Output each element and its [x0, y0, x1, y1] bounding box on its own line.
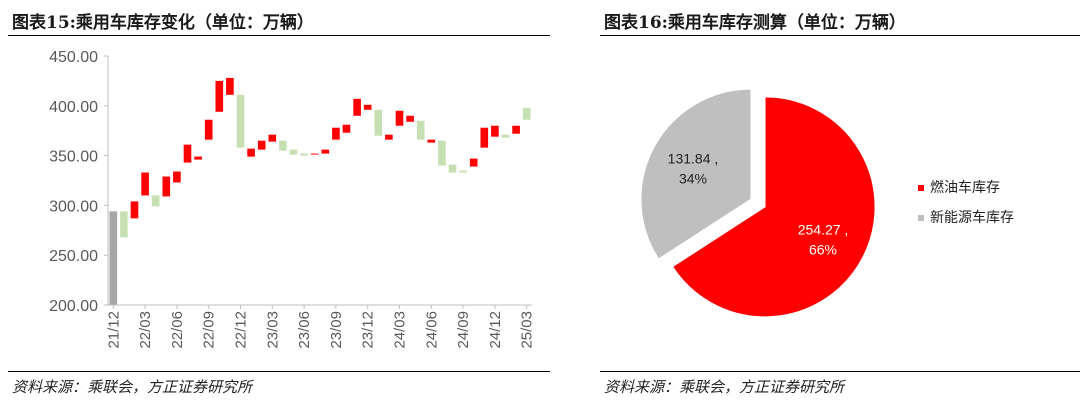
y-tick-label: 450.00 — [49, 49, 98, 66]
x-tick-label: 24/03 — [392, 311, 409, 349]
bars — [109, 77, 531, 305]
waterfall-bar — [183, 144, 192, 163]
waterfall-bar — [395, 110, 404, 126]
legend-swatch — [918, 215, 924, 221]
waterfall-bar — [406, 115, 414, 122]
legend-label: 燃油车库存 — [930, 179, 1000, 196]
waterfall-bar — [226, 77, 234, 95]
pie-slices — [640, 88, 876, 318]
waterfall-bar — [215, 80, 224, 112]
x-tick-label: 23/06 — [296, 311, 313, 349]
y-axis: 200.00 250.00 300.00 350.00 400.00 450.00 — [49, 49, 109, 315]
waterfall-bar — [279, 140, 287, 151]
waterfall-bar — [236, 94, 245, 148]
x-tick-label: 22/06 — [169, 311, 186, 349]
waterfall-bar — [459, 170, 467, 173]
waterfall-bar — [151, 195, 160, 207]
x-tick-label: 22/03 — [137, 311, 154, 349]
waterfall-bar — [512, 125, 520, 134]
waterfall-bar — [501, 134, 510, 138]
pie-labels: 254.27 , 66% 131.84 , 34% — [668, 151, 849, 258]
title-rule — [600, 35, 1080, 36]
waterfall-bar — [480, 127, 489, 148]
x-tick-label: 24/12 — [487, 311, 504, 349]
slice-pct-label: 66% — [809, 241, 837, 257]
waterfall-chart: 200.00 250.00 300.00 350.00 400.00 450.00 21/… — [49, 49, 536, 349]
y-tick-label: 250.00 — [49, 248, 98, 265]
x-tick-label: 23/09 — [328, 311, 345, 349]
waterfall-bar — [427, 139, 436, 143]
source-note: 资料来源：乘联会，方正证券研究所 — [604, 378, 845, 396]
slice-value-label: 131.84 , — [668, 151, 719, 167]
waterfall-bar — [374, 109, 383, 136]
source-note: 资料来源：乘联会，方正证券研究所 — [12, 378, 253, 396]
x-tick-label: 23/03 — [264, 311, 281, 349]
legend-label: 新能源车库存 — [930, 209, 1014, 226]
waterfall-bar — [194, 156, 202, 160]
waterfall-bar — [120, 211, 128, 238]
x-axis: 21/12 22/03 22/06 22/09 22/12 23/03 23/06 23/09… — [105, 304, 536, 349]
waterfall-bar — [141, 172, 149, 196]
slice-value-label: 254.27 , — [798, 221, 849, 237]
x-tick-label: 23/12 — [360, 311, 377, 349]
waterfall-bar — [363, 104, 372, 110]
y-tick-label: 300.00 — [49, 198, 98, 215]
waterfall-bar — [173, 171, 181, 183]
waterfall-bar — [522, 107, 531, 120]
y-tick-label: 200.00 — [49, 298, 98, 315]
x-tick-label: 21/12 — [105, 311, 122, 349]
waterfall-bar — [310, 153, 319, 155]
x-tick-label: 22/12 — [233, 311, 250, 349]
waterfall-bar — [257, 140, 266, 150]
waterfall-bar — [469, 158, 478, 167]
inventory-estimate-panel: 图表16:乘用车库存测算（单位：万辆） 254.27 , 66% 131.84 , 3… — [592, 0, 1080, 405]
waterfall-bar — [162, 176, 171, 197]
waterfall-bar — [109, 211, 118, 305]
x-tick-label: 24/09 — [455, 311, 472, 349]
x-tick-label: 25/03 — [519, 311, 536, 349]
chart-title: 图表15:乘用车库存变化（单位：万辆） — [12, 13, 314, 33]
x-tick-label: 22/09 — [201, 311, 218, 349]
pie-slice — [640, 88, 752, 260]
waterfall-bar — [491, 125, 499, 137]
waterfall-bar — [204, 119, 213, 140]
y-tick-label: 400.00 — [49, 99, 98, 116]
y-tick-label: 350.00 — [49, 149, 98, 166]
chart-title: 图表16:乘用车库存测算（单位：万辆） — [604, 13, 906, 33]
x-tick-label: 24/06 — [423, 311, 440, 349]
waterfall-bar — [321, 149, 330, 154]
waterfall-bar — [247, 148, 255, 157]
waterfall-bar — [385, 134, 393, 140]
title-rule — [8, 35, 550, 36]
waterfall-bar — [289, 149, 298, 155]
waterfall-bar — [332, 127, 340, 140]
waterfall-bar — [353, 98, 361, 116]
waterfall-bar — [342, 124, 351, 133]
pie-slice — [672, 96, 876, 318]
waterfall-bar — [438, 140, 446, 166]
waterfall-bar — [300, 153, 308, 156]
legend-swatch — [918, 185, 924, 191]
waterfall-bar — [448, 164, 457, 173]
waterfall-bar — [416, 120, 425, 140]
inventory-change-panel: 图表15:乘用车库存变化（单位：万辆） 200.00 250.00 300.00 35… — [8, 13, 550, 396]
waterfall-bar — [130, 201, 139, 219]
source-rule — [600, 371, 1080, 372]
source-rule — [8, 371, 550, 372]
slice-pct-label: 34% — [679, 171, 707, 187]
waterfall-bar — [268, 134, 277, 142]
